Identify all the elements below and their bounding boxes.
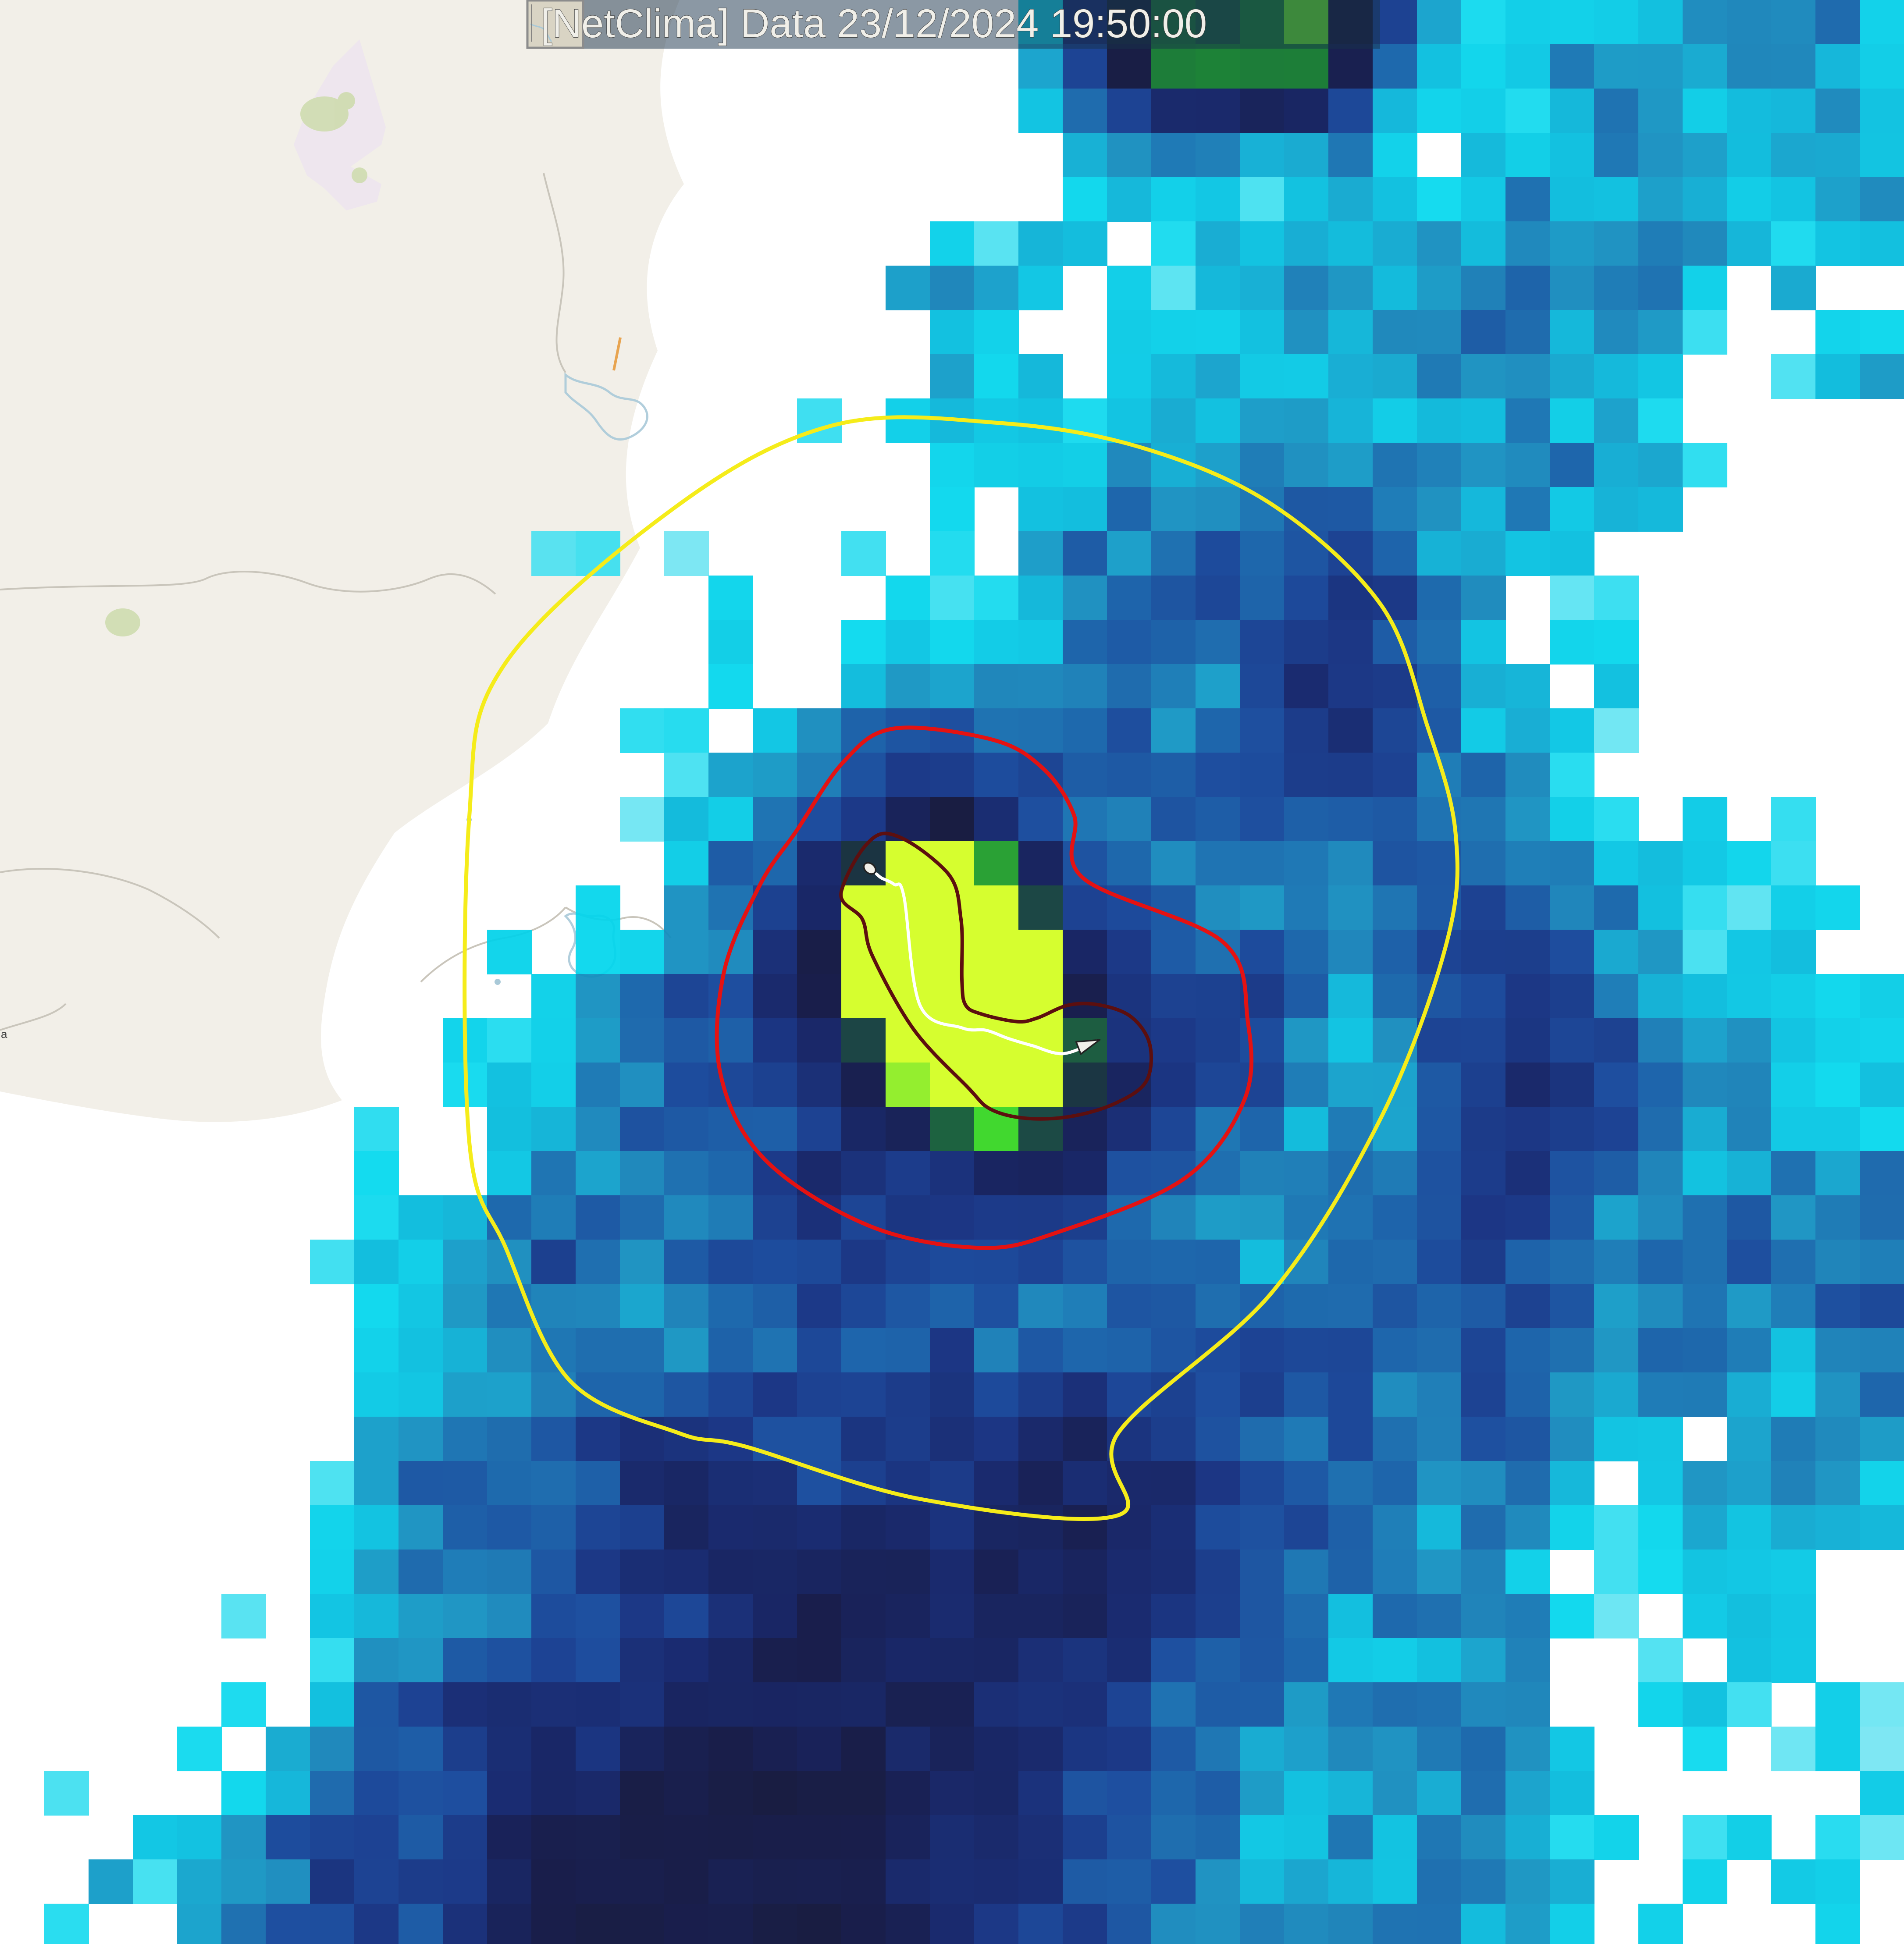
svg-text:[NetClima] Data 23/12/2024 19:: [NetClima] Data 23/12/2024 19:50:00: [541, 1, 1207, 46]
